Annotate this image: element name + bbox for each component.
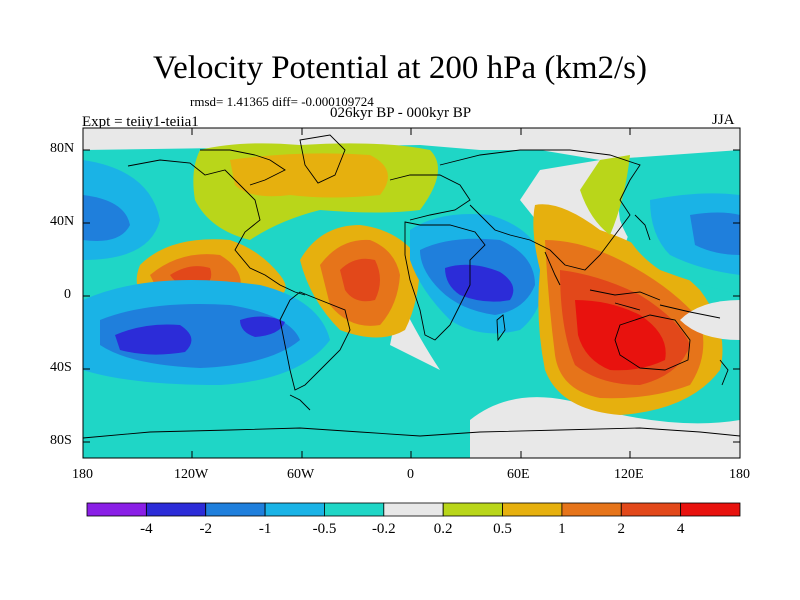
season-label: JJA <box>712 112 735 128</box>
colorbar-swatch <box>86 502 147 517</box>
colorbar-label: -1 <box>258 521 272 537</box>
colorbar-label: 0.5 <box>493 521 512 537</box>
lat-label: 80N <box>50 141 75 156</box>
colorbar-swatch <box>145 502 207 517</box>
colorbar-label: 0.2 <box>433 521 453 537</box>
colorbar-label: -0.5 <box>312 521 337 537</box>
colorbar-label: -2 <box>199 521 212 537</box>
colorbar-label: -4 <box>140 521 153 537</box>
lat-label: 80S <box>50 433 72 448</box>
lon-label: 180 <box>72 467 93 482</box>
colorbar-swatch <box>620 502 682 517</box>
colorbar-label: 1 <box>558 521 566 537</box>
lon-label: 120W <box>174 467 209 482</box>
coastlines <box>83 134 740 439</box>
lon-label: 0 <box>407 467 414 482</box>
chart-title: Velocity Potential at 200 hPa (km2/s) <box>152 50 648 86</box>
axis-ticks <box>83 128 740 458</box>
colorbar-swatch <box>502 502 563 517</box>
colorbar-swatch <box>561 502 622 517</box>
colorbar-swatch <box>205 502 266 517</box>
colorbar-boxes <box>86 502 741 517</box>
colorbar-label: 2 <box>617 521 626 537</box>
lon-label: 60W <box>287 467 315 482</box>
lon-label: 60E <box>507 467 530 482</box>
colorbar-swatch <box>324 502 385 517</box>
colorbar-swatch <box>264 502 325 517</box>
lon-label: 180 <box>729 467 750 482</box>
experiment-label: Expt = teiiy1-teiia1 <box>82 114 199 130</box>
stats-subtitle: rmsd= 1.41365 diff= -0.000109724 <box>190 94 374 109</box>
colorbar-swatch <box>680 502 741 517</box>
lat-label: 0 <box>64 287 71 302</box>
colorbar-label: 4 <box>676 521 685 537</box>
contour-field <box>83 128 740 458</box>
lat-label: 40S <box>50 360 72 375</box>
period-subtitle: 026kyr BP - 000kyr BP <box>330 105 472 121</box>
colorbar-label: -0.2 <box>371 521 396 537</box>
lon-label: 120E <box>614 467 644 482</box>
colorbar-swatch <box>442 502 503 517</box>
lat-label: 40N <box>50 214 75 229</box>
colorbar-swatch <box>383 502 444 517</box>
